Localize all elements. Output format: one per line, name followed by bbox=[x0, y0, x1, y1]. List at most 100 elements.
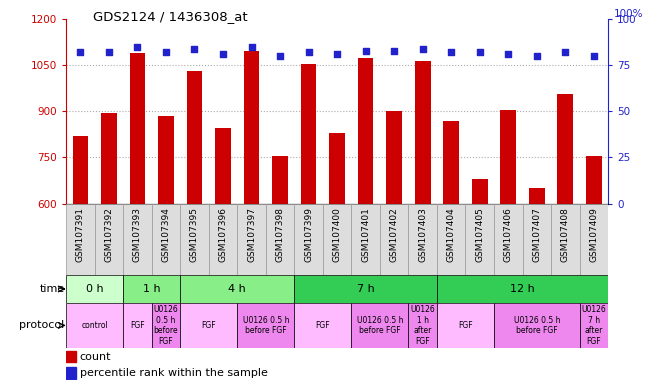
Bar bbox=[358, 58, 373, 204]
Bar bbox=[500, 110, 516, 204]
Text: U0126 0.5 h
before FGF: U0126 0.5 h before FGF bbox=[357, 316, 403, 335]
Text: U0126
1 h
after
FGF: U0126 1 h after FGF bbox=[410, 305, 435, 346]
Text: 7 h: 7 h bbox=[357, 284, 375, 294]
Text: U0126
7 h
after
FGF: U0126 7 h after FGF bbox=[582, 305, 606, 346]
Bar bbox=[408, 303, 437, 348]
Bar bbox=[586, 156, 602, 204]
Bar bbox=[437, 275, 608, 303]
Bar bbox=[180, 275, 294, 303]
Text: GSM107391: GSM107391 bbox=[76, 207, 85, 262]
Bar bbox=[415, 61, 430, 204]
Text: GSM107402: GSM107402 bbox=[390, 207, 399, 262]
Text: 1 h: 1 h bbox=[143, 284, 161, 294]
Point bbox=[275, 53, 286, 59]
Bar bbox=[523, 204, 551, 275]
Text: GSM107407: GSM107407 bbox=[532, 207, 541, 262]
Text: GSM107394: GSM107394 bbox=[161, 207, 171, 262]
Bar bbox=[301, 64, 317, 204]
Bar bbox=[123, 204, 151, 275]
Point bbox=[332, 51, 342, 57]
Text: time: time bbox=[40, 284, 65, 294]
Bar bbox=[444, 121, 459, 204]
Bar bbox=[180, 204, 209, 275]
Text: 0 h: 0 h bbox=[86, 284, 103, 294]
Bar bbox=[352, 303, 408, 348]
Bar bbox=[66, 367, 76, 379]
Bar bbox=[494, 303, 580, 348]
Bar bbox=[66, 204, 95, 275]
Text: FGF: FGF bbox=[130, 321, 145, 330]
Text: GDS2124 / 1436308_at: GDS2124 / 1436308_at bbox=[93, 10, 247, 23]
Text: FGF: FGF bbox=[458, 321, 473, 330]
Bar bbox=[465, 204, 494, 275]
Bar bbox=[386, 111, 402, 204]
Text: 100%: 100% bbox=[613, 9, 643, 19]
Bar bbox=[66, 303, 123, 348]
Text: GSM107408: GSM107408 bbox=[561, 207, 570, 262]
Text: count: count bbox=[80, 352, 111, 362]
Bar bbox=[580, 303, 608, 348]
Bar bbox=[437, 204, 465, 275]
Text: GSM107403: GSM107403 bbox=[418, 207, 427, 262]
Text: FGF: FGF bbox=[315, 321, 330, 330]
Bar bbox=[73, 136, 88, 204]
Point bbox=[303, 49, 314, 55]
Text: 12 h: 12 h bbox=[510, 284, 535, 294]
Bar bbox=[237, 204, 266, 275]
Bar bbox=[66, 351, 76, 362]
Bar bbox=[352, 204, 380, 275]
Text: 4 h: 4 h bbox=[229, 284, 246, 294]
Bar bbox=[180, 303, 237, 348]
Bar bbox=[158, 116, 174, 204]
Bar bbox=[151, 204, 180, 275]
Text: GSM107395: GSM107395 bbox=[190, 207, 199, 262]
Bar bbox=[237, 303, 294, 348]
Text: control: control bbox=[81, 321, 108, 330]
Point bbox=[189, 46, 200, 52]
Point bbox=[360, 48, 371, 54]
Bar bbox=[408, 204, 437, 275]
Bar bbox=[529, 188, 545, 204]
Bar bbox=[294, 204, 323, 275]
Point bbox=[132, 44, 143, 50]
Point bbox=[247, 44, 257, 50]
Bar bbox=[215, 128, 231, 204]
Text: FGF: FGF bbox=[202, 321, 216, 330]
Bar bbox=[123, 275, 180, 303]
Bar bbox=[557, 94, 573, 204]
Bar bbox=[323, 204, 352, 275]
Text: U0126 0.5 h
before FGF: U0126 0.5 h before FGF bbox=[514, 316, 560, 335]
Text: GSM107405: GSM107405 bbox=[475, 207, 485, 262]
Text: GSM107397: GSM107397 bbox=[247, 207, 256, 262]
Bar bbox=[209, 204, 237, 275]
Text: percentile rank within the sample: percentile rank within the sample bbox=[80, 368, 268, 378]
Bar bbox=[244, 51, 259, 204]
Point bbox=[75, 49, 86, 55]
Text: U0126 0.5 h
before FGF: U0126 0.5 h before FGF bbox=[243, 316, 289, 335]
Point bbox=[161, 49, 171, 55]
Text: GSM107392: GSM107392 bbox=[104, 207, 114, 262]
Point bbox=[389, 48, 399, 54]
Text: GSM107409: GSM107409 bbox=[590, 207, 598, 262]
Text: GSM107406: GSM107406 bbox=[504, 207, 513, 262]
Bar bbox=[294, 275, 437, 303]
Text: GSM107404: GSM107404 bbox=[447, 207, 455, 262]
Bar bbox=[380, 204, 408, 275]
Bar bbox=[66, 275, 123, 303]
Bar bbox=[472, 179, 488, 204]
Bar bbox=[123, 303, 151, 348]
Point bbox=[417, 46, 428, 52]
Bar bbox=[130, 53, 145, 204]
Bar bbox=[95, 204, 123, 275]
Bar bbox=[266, 204, 294, 275]
Bar bbox=[186, 71, 202, 204]
Point bbox=[475, 49, 485, 55]
Bar bbox=[580, 204, 608, 275]
Text: GSM107396: GSM107396 bbox=[219, 207, 227, 262]
Bar bbox=[151, 303, 180, 348]
Bar bbox=[101, 113, 117, 204]
Point bbox=[531, 53, 542, 59]
Text: GSM107399: GSM107399 bbox=[304, 207, 313, 262]
Text: GSM107401: GSM107401 bbox=[361, 207, 370, 262]
Bar bbox=[494, 204, 523, 275]
